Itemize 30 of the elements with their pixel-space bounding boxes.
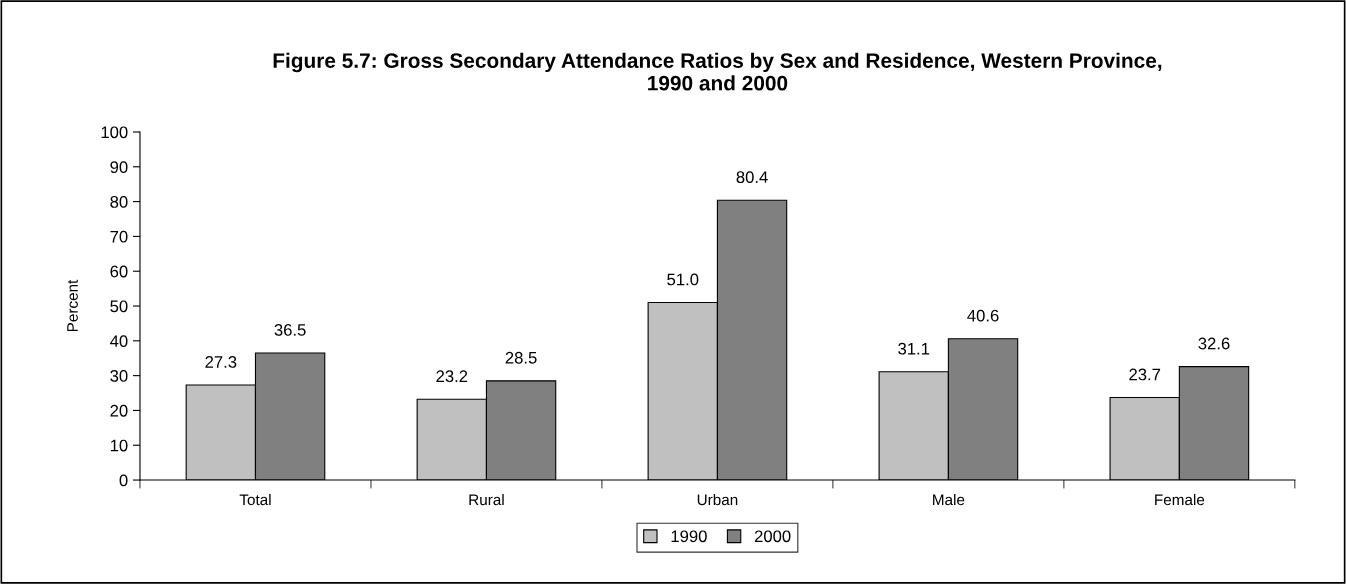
x-tick-label: Urban [697, 493, 738, 506]
legend-label: 2000 [754, 530, 791, 543]
data-label: 27.3 [205, 356, 237, 368]
y-tick-label: 60 [110, 265, 128, 278]
y-tick-label: 100 [101, 126, 128, 139]
data-label: 23.2 [436, 370, 468, 383]
y-tick-label: 70 [110, 230, 128, 243]
data-label: 51.0 [667, 273, 699, 286]
x-tick-label: Female [1155, 493, 1205, 506]
data-label: 31.1 [898, 342, 930, 355]
y-tick-label: 40 [110, 335, 128, 348]
y-tick-label: 0 [119, 474, 128, 487]
y-tick-label: 50 [110, 300, 128, 313]
y-axis-title: Percent [67, 279, 78, 332]
chart-title: Figure 5.7: Gross Secondary Attendance Ratios by Sex and Residence, Western Province, 1990 and 2000 [273, 52, 1162, 91]
y-tick-label: 90 [110, 161, 128, 173]
y-tick-label: 30 [110, 370, 128, 382]
data-label: 32.6 [1198, 337, 1230, 350]
y-tick-label: 80 [110, 196, 128, 208]
data-label: 80.4 [736, 171, 768, 184]
data-label: 23.7 [1129, 368, 1161, 381]
y-tick-label: 20 [110, 404, 128, 417]
data-label: 36.5 [274, 324, 306, 336]
x-tick-label: Male [933, 493, 965, 506]
y-tick-label: 10 [110, 439, 128, 452]
data-label: 28.5 [505, 351, 537, 364]
legend-label: 1990 [671, 530, 707, 543]
x-tick-label: Rural [469, 493, 504, 506]
x-tick-label: Total [239, 493, 271, 506]
data-label: 40.6 [967, 309, 999, 322]
